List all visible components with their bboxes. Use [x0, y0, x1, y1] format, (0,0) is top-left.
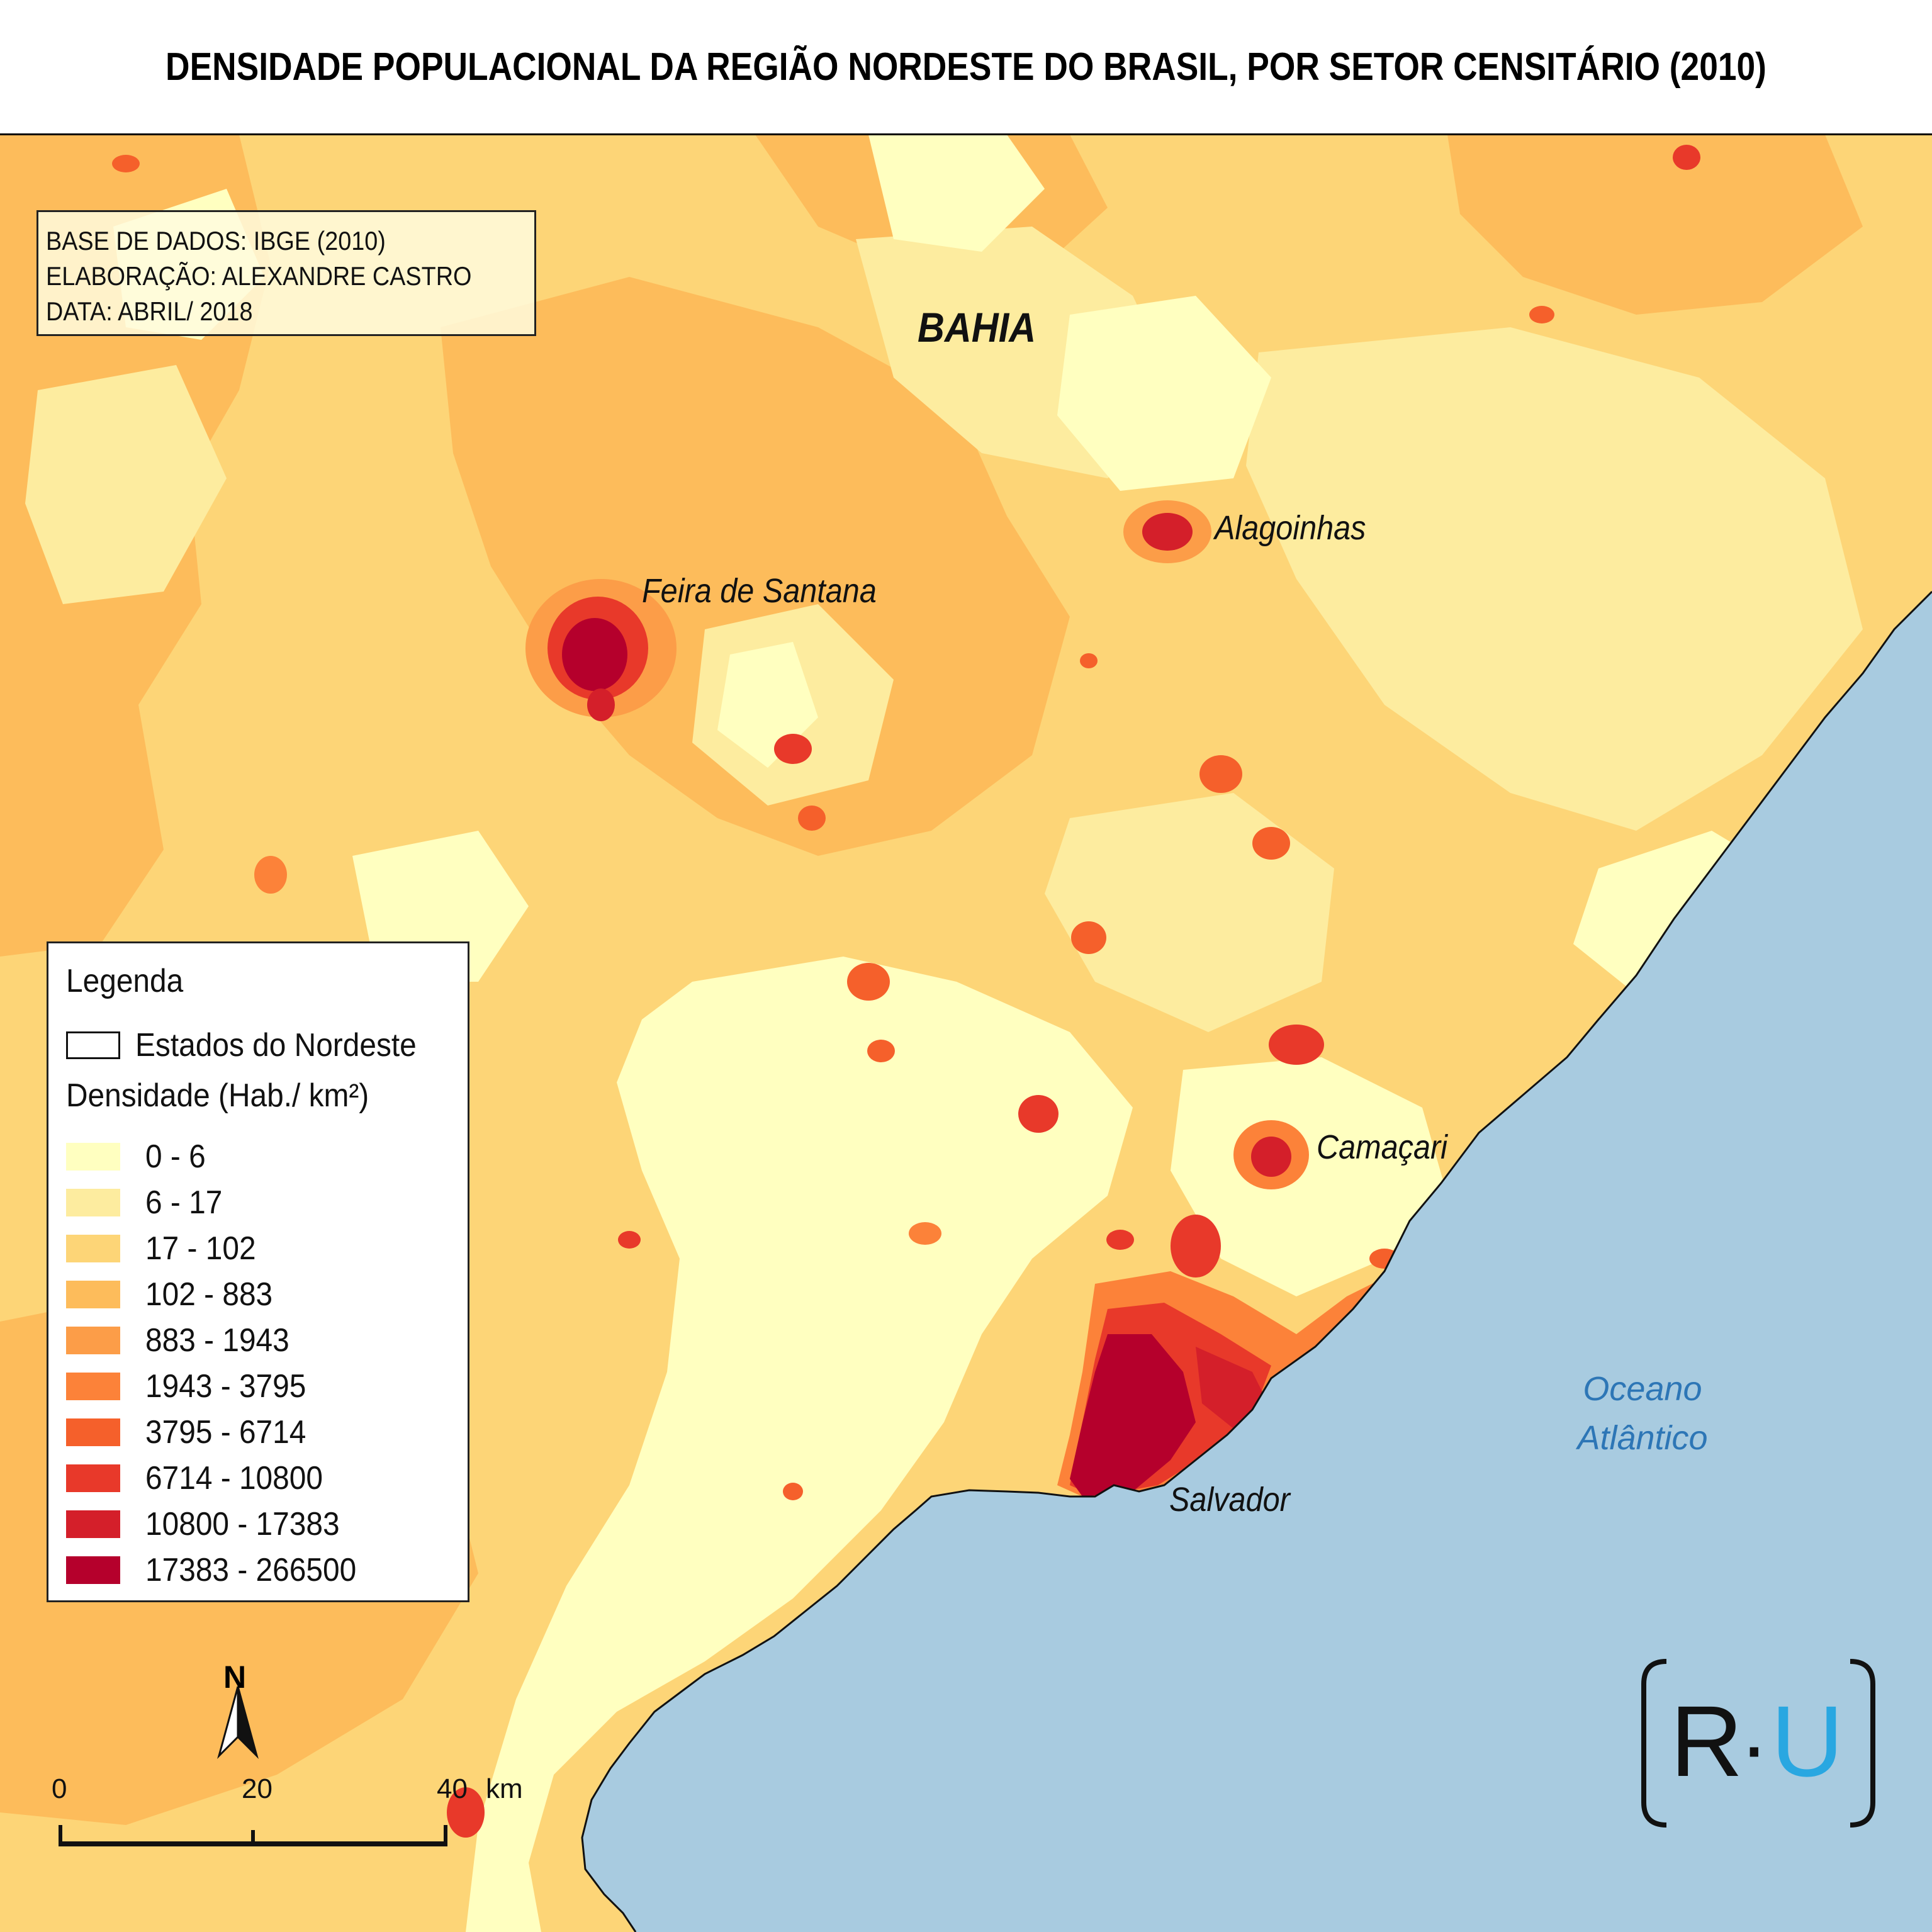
- states-label: Estados do Nordeste: [135, 1027, 417, 1064]
- north-letter: N: [223, 1660, 247, 1695]
- class-swatch: [66, 1234, 120, 1262]
- town-7: [1071, 921, 1106, 954]
- ocean-label-line2: Atlântico: [1577, 1419, 1708, 1457]
- legend-class: 1943 - 3795: [66, 1363, 374, 1409]
- town-15: [1529, 306, 1554, 323]
- scale-tick-0: 0: [52, 1773, 67, 1804]
- zone-0-6-coastal: [1171, 1057, 1447, 1296]
- feira-core: [562, 618, 627, 691]
- town-4: [1199, 755, 1242, 793]
- legend-class: 102 - 883: [66, 1271, 374, 1317]
- class-label: 17 - 102: [145, 1230, 256, 1267]
- scale-tick-40: 40: [437, 1773, 468, 1804]
- place-label-salvador: Salvador: [1169, 1481, 1290, 1519]
- simoes-filho: [1171, 1215, 1221, 1278]
- town-3: [1018, 1095, 1059, 1133]
- town-10: [254, 856, 287, 894]
- town-9: [867, 1040, 895, 1062]
- town-8: [798, 806, 826, 831]
- density-title: Densidade (Hab./ km²): [66, 1077, 369, 1114]
- legend-class: 10800 - 17383: [66, 1501, 374, 1547]
- town-18: [1080, 653, 1098, 668]
- town-5: [1252, 827, 1290, 860]
- scale-tick-20: 20: [242, 1773, 272, 1804]
- town-11: [1106, 1230, 1134, 1250]
- class-label: 3795 - 6714: [145, 1413, 306, 1451]
- legend-class: 883 - 1943: [66, 1317, 374, 1363]
- scale-unit: km: [486, 1773, 523, 1804]
- legend-title: Legenda: [66, 963, 184, 999]
- logo-dot: ·: [1739, 1696, 1769, 1795]
- class-swatch: [66, 1418, 120, 1446]
- class-label: 102 - 883: [145, 1276, 273, 1313]
- credits-box: BASE DE DADOS: IBGE (2010) ELABORAÇÃO: A…: [37, 210, 536, 336]
- town-16: [447, 1787, 485, 1838]
- salvador-core: [1070, 1334, 1196, 1497]
- credits-author: ELABORAÇÃO: ALEXANDRE CASTRO: [46, 261, 472, 291]
- class-swatch: [66, 1556, 120, 1584]
- class-label: 6 - 17: [145, 1184, 223, 1221]
- feira-tail: [587, 688, 615, 721]
- alagoinhas-core: [1142, 513, 1193, 551]
- zone-0-6-northmid: [1057, 296, 1271, 491]
- density-classes: 0 - 6 6 - 17 17 - 102 102 - 883 883 - 19…: [66, 1133, 374, 1593]
- credits-source: BASE DE DADOS: IBGE (2010): [46, 226, 386, 256]
- ru-logo: R · U: [1641, 1659, 1875, 1828]
- town-13: [112, 155, 140, 172]
- legend-class: 3795 - 6714: [66, 1409, 374, 1455]
- class-label: 10800 - 17383: [145, 1505, 340, 1542]
- town-19: [783, 1483, 803, 1500]
- class-swatch: [66, 1142, 120, 1171]
- legend-states-entry: Estados do Nordeste: [66, 1026, 441, 1064]
- class-swatch: [66, 1372, 120, 1400]
- zone-6-17-east: [1246, 327, 1863, 831]
- town-14: [1673, 145, 1700, 170]
- class-label: 17383 - 266500: [145, 1551, 357, 1588]
- legend-class: 17 - 102: [66, 1225, 374, 1271]
- class-label: 0 - 6: [145, 1138, 206, 1175]
- class-swatch: [66, 1510, 120, 1538]
- legend-class: 6 - 17: [66, 1179, 374, 1225]
- legend: Legenda Estados do Nordeste Densidade (H…: [47, 941, 469, 1602]
- ocean-label: Oceano Atlântico: [1573, 1364, 1712, 1463]
- camacari-core: [1251, 1137, 1291, 1177]
- zone-6-17-west: [25, 365, 227, 604]
- scale-bar: [59, 1825, 447, 1846]
- class-label: 1943 - 3795: [145, 1368, 306, 1405]
- place-label-feira: Feira de Santana: [642, 572, 877, 610]
- town-17: [618, 1231, 641, 1249]
- class-label: 6714 - 10800: [145, 1459, 323, 1497]
- class-swatch: [66, 1280, 120, 1308]
- place-label-camacari: Camaçari: [1317, 1128, 1447, 1166]
- class-label: 883 - 1943: [145, 1322, 289, 1359]
- north-arrow-icon: [217, 1686, 259, 1760]
- place-label-alagoinhas: Alagoinhas: [1215, 509, 1366, 547]
- legend-class: 17383 - 266500: [66, 1547, 374, 1593]
- credits-date: DATA: ABRIL/ 2018: [46, 296, 253, 326]
- legend-class: 0 - 6: [66, 1133, 374, 1179]
- town-2: [847, 963, 890, 1001]
- class-swatch: [66, 1326, 120, 1354]
- town-6: [1269, 1025, 1324, 1065]
- title-bar: DENSIDADE POPULACIONAL DA REGIÃO NORDEST…: [0, 0, 1932, 135]
- zone-0-6-south-large: [466, 957, 1133, 1932]
- coastline: [581, 590, 1932, 1932]
- logo-letter-r: R: [1670, 1685, 1743, 1797]
- zone-102-883-northeast: [1447, 135, 1863, 315]
- logo-letter-u: U: [1771, 1685, 1844, 1797]
- town-12: [909, 1222, 941, 1245]
- class-swatch: [66, 1464, 120, 1492]
- class-swatch: [66, 1188, 120, 1216]
- map-title: DENSIDADE POPULACIONAL DA REGIÃO NORDEST…: [166, 45, 1766, 89]
- states-swatch: [66, 1031, 120, 1059]
- state-label: BAHIA: [918, 304, 1036, 351]
- ocean-label-line1: Oceano: [1583, 1370, 1702, 1408]
- zone-0-6-north: [868, 135, 1045, 252]
- town-1: [774, 734, 812, 764]
- legend-class: 6714 - 10800: [66, 1455, 374, 1501]
